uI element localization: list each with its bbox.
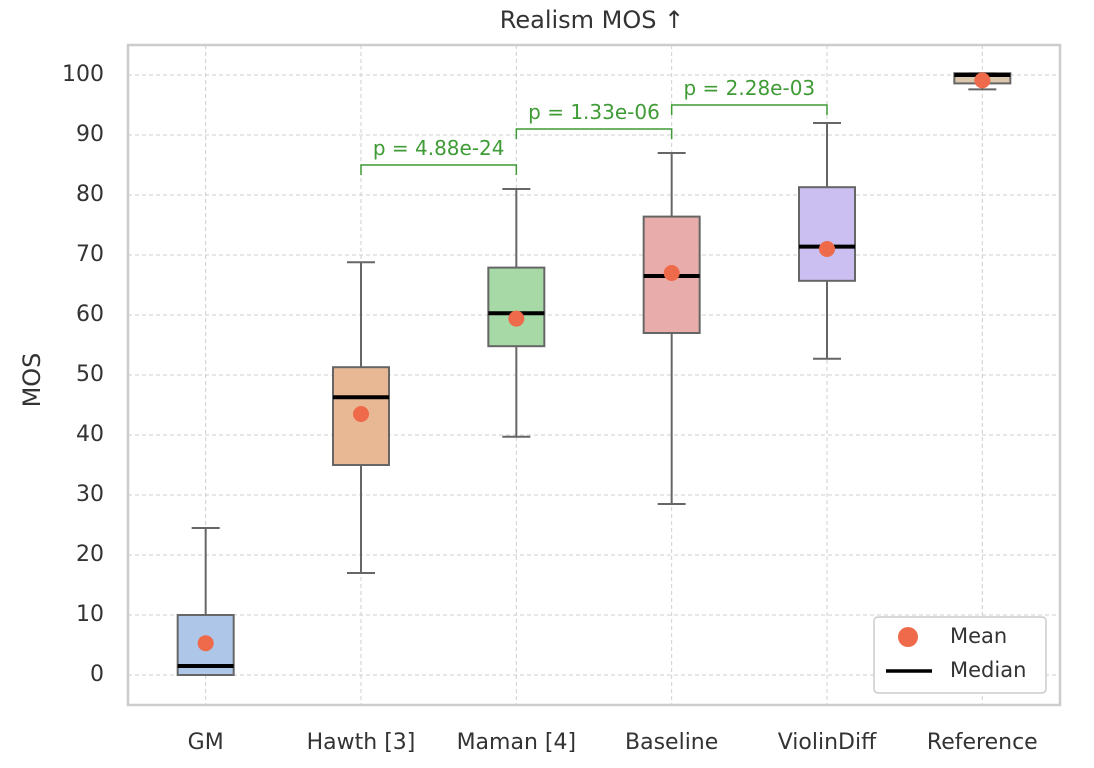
y-tick-label: 30 bbox=[76, 482, 104, 507]
x-tick-label: ViolinDiff bbox=[778, 730, 877, 755]
significance-bracket bbox=[670, 104, 828, 115]
box-baseline bbox=[642, 152, 701, 505]
significance-bracket bbox=[360, 164, 518, 175]
boxes bbox=[176, 72, 1012, 676]
p-value-label: p = 4.88e-24 bbox=[373, 136, 505, 160]
chart-title: Realism MOS ↑ bbox=[500, 6, 685, 34]
iqr-box bbox=[487, 266, 546, 348]
box-reference bbox=[953, 72, 1012, 91]
y-tick-label: 40 bbox=[76, 422, 104, 447]
box-gm bbox=[176, 527, 235, 676]
mean-point bbox=[197, 635, 214, 652]
x-axis-ticks: GM Hawth [3] Maman [4] Baseline ViolinDiff Re… bbox=[188, 730, 1038, 755]
significance-annotations: p = 4.88e-24 p = 1.33e-06 p = 2.28e-03 bbox=[360, 76, 828, 175]
x-tick-label: Hawth [3] bbox=[307, 730, 416, 755]
mean-point bbox=[819, 241, 835, 257]
legend-mean-marker bbox=[898, 627, 918, 647]
y-tick-label: 80 bbox=[76, 182, 104, 207]
significance-bracket bbox=[515, 128, 673, 139]
legend-label: Median bbox=[950, 658, 1026, 682]
p-value-label: p = 2.28e-03 bbox=[683, 76, 815, 100]
mean-point bbox=[508, 310, 525, 327]
x-tick-label: Maman [4] bbox=[457, 730, 576, 755]
iqr-box bbox=[798, 186, 856, 282]
box-violindiff bbox=[798, 122, 856, 360]
x-tick-label: Reference bbox=[927, 730, 1038, 755]
y-tick-label: 50 bbox=[76, 362, 104, 387]
plot-frame bbox=[126, 43, 1062, 707]
grid bbox=[128, 45, 1060, 705]
y-tick-label: 20 bbox=[76, 542, 104, 567]
y-tick-label: 60 bbox=[76, 302, 104, 327]
box-maman-4 bbox=[487, 188, 546, 438]
mean-point bbox=[663, 265, 680, 281]
y-tick-label: 70 bbox=[76, 242, 104, 267]
legend: Mean Median bbox=[873, 616, 1047, 694]
x-tick-label: Baseline bbox=[625, 730, 718, 755]
y-axis-ticks: 0 10 20 30 40 50 60 70 80 90 100 bbox=[62, 62, 104, 687]
mean-point bbox=[353, 406, 369, 422]
y-tick-label: 100 bbox=[62, 62, 104, 87]
mean-point bbox=[974, 72, 991, 89]
y-tick-label: 90 bbox=[76, 122, 104, 147]
x-tick-label: GM bbox=[188, 730, 224, 755]
legend-label: Mean bbox=[950, 624, 1007, 648]
p-value-label: p = 1.33e-06 bbox=[528, 100, 660, 124]
box-hawth-3 bbox=[332, 261, 390, 574]
y-axis-label: MOS bbox=[18, 353, 46, 408]
y-tick-label: 0 bbox=[90, 662, 104, 687]
y-tick-label: 10 bbox=[76, 602, 104, 627]
